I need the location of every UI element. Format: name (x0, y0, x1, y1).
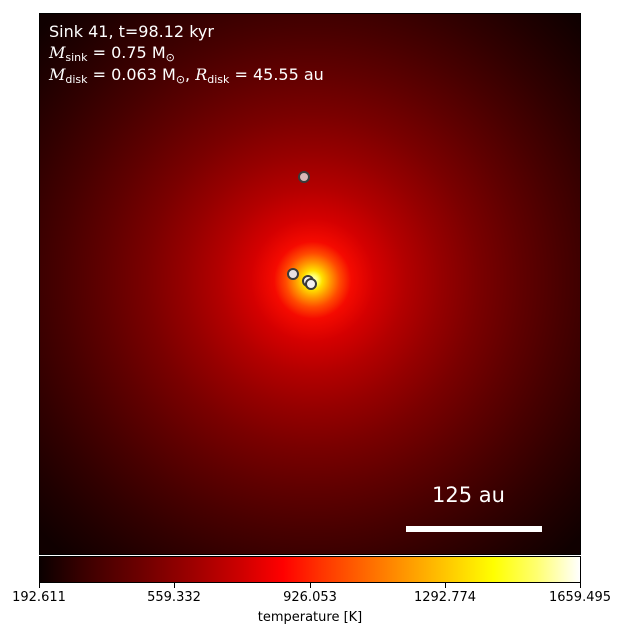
colorbar-tick-mark (39, 583, 40, 588)
colorbar-tick-mark (580, 583, 581, 588)
colorbar-tick-mark (310, 583, 311, 588)
scalebar-label: 125 au (432, 483, 505, 507)
colorbar-label: temperature [K] (257, 610, 363, 625)
colorbar-tick-mark (174, 583, 175, 588)
sink-title: Sink 41, t=98.12 kyr (49, 22, 214, 41)
sink-marker-upper (298, 171, 310, 183)
colorbar-tick-label: 559.332 (147, 590, 201, 605)
colorbar-tick-label: 1292.774 (413, 590, 477, 605)
temperature-map: Sink 41, t=98.12 kyr Msink = 0.75 M⊙ Mdi… (39, 13, 581, 555)
colorbar-tick-label: 1659.495 (548, 590, 612, 605)
colorbar-tick-label: 926.053 (283, 590, 337, 605)
colorbar-tick-label: 192.611 (12, 590, 66, 605)
scalebar (406, 526, 542, 532)
sink-marker-center-b (305, 278, 317, 290)
sink-marker-left (287, 268, 299, 280)
sink-mass-label: Msink = 0.75 M⊙ (49, 43, 175, 64)
colorbar (39, 556, 581, 583)
disk-properties-label: Mdisk = 0.063 M⊙, Rdisk = 45.55 au (49, 65, 324, 86)
colorbar-tick-mark (445, 583, 446, 588)
